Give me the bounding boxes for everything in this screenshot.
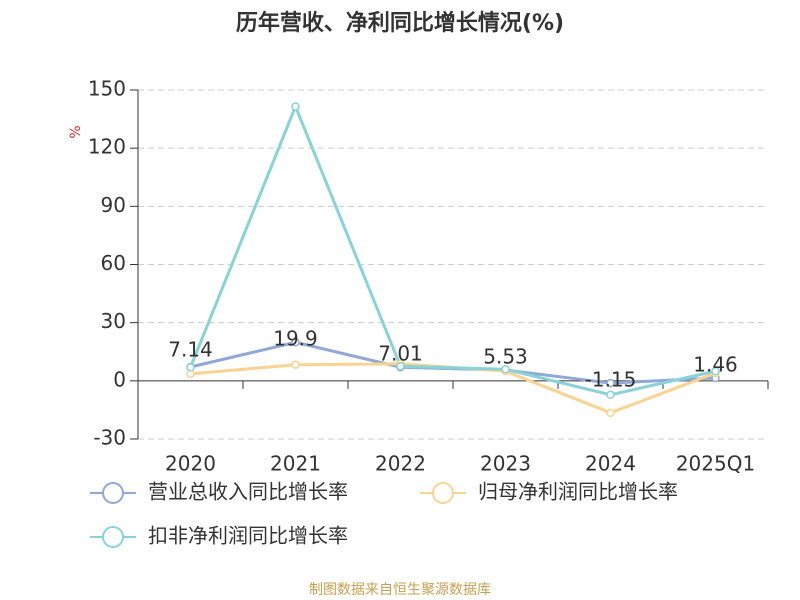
data-label: -1.15 (585, 368, 637, 392)
data-point (606, 390, 615, 400)
y-tick-label: 120 (88, 135, 126, 159)
legend-label: 归母净利润同比增长率 (478, 480, 678, 504)
y-axis-label: % (68, 125, 84, 138)
series-line (189, 102, 716, 397)
data-label: 7.01 (378, 342, 423, 366)
legend-marker (102, 482, 124, 504)
data-label: 1.46 (693, 353, 738, 377)
x-tick-label: 2022 (375, 452, 426, 476)
series-line (190, 340, 716, 385)
legend-label: 营业总收入同比增长率 (148, 480, 348, 504)
data-point (186, 363, 195, 372)
legend-marker (102, 526, 124, 548)
data-label: 5.53 (483, 345, 528, 369)
legend-label: 扣非净利润同比增长率 (148, 524, 348, 548)
y-tick-label: 150 (88, 77, 126, 101)
data-point (291, 360, 300, 369)
y-tick-label: 0 (113, 367, 126, 391)
x-tick-label: 2020 (165, 452, 216, 476)
data-point (396, 362, 405, 371)
data-label: 19.9 (273, 327, 318, 351)
chart-title: 历年营收、净利同比增长情况(%) (236, 10, 564, 36)
legend-marker (432, 482, 454, 504)
data-point (711, 366, 720, 376)
data-point (291, 102, 300, 111)
x-tick-label: 2021 (270, 452, 321, 476)
data-label: 7.14 (168, 337, 213, 361)
source-note: 制图数据来自恒生聚源数据库 (309, 582, 491, 598)
data-point (501, 364, 510, 374)
data-point (291, 337, 300, 347)
data-point (606, 408, 615, 418)
y-tick-label: 30 (101, 309, 126, 333)
data-point (606, 378, 615, 388)
x-tick-label: 2023 (480, 452, 531, 476)
x-tick-label: 2024 (585, 452, 636, 476)
y-tick-label: -30 (93, 426, 126, 450)
y-tick-label: 90 (101, 193, 126, 217)
x-tick-label: 2025Q1 (676, 452, 755, 476)
y-tick-label: 60 (101, 251, 126, 275)
